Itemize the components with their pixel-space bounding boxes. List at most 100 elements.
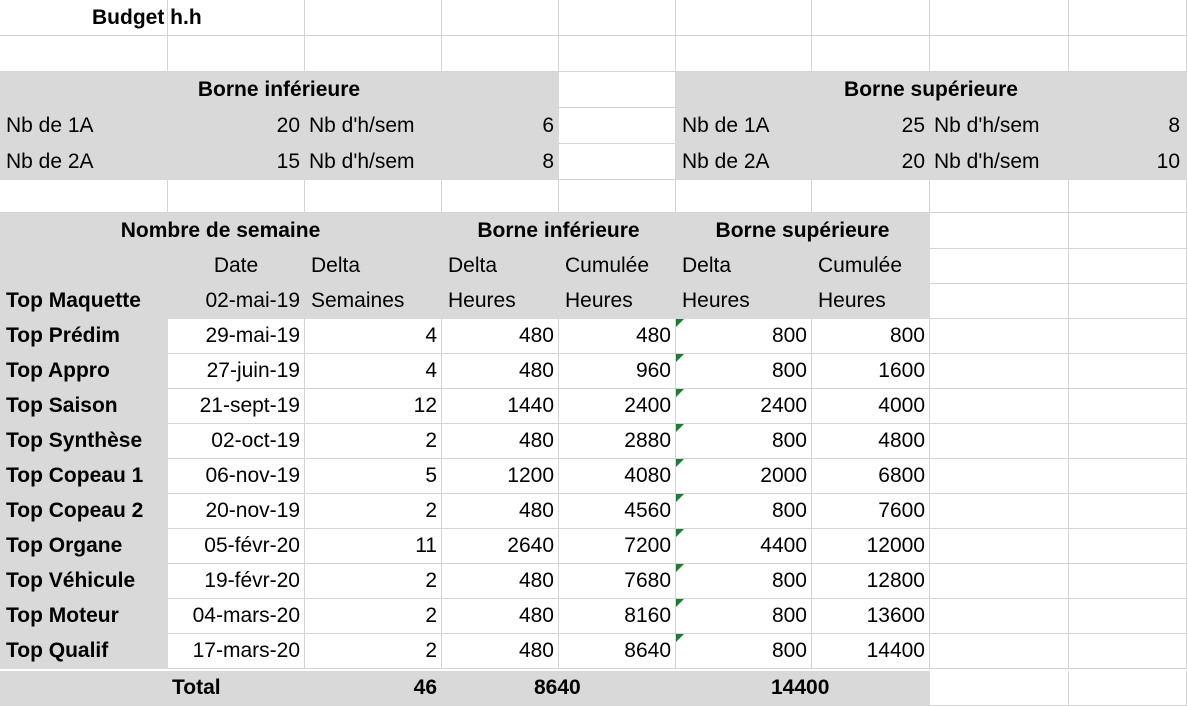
empty-cell[interactable] [812, 0, 930, 36]
empty-cell[interactable] [930, 213, 1069, 249]
table-cell[interactable]: 11 [305, 529, 442, 564]
empty-cell[interactable] [930, 284, 1069, 319]
empty-cell[interactable] [442, 36, 559, 72]
table-cell[interactable]: 800 [676, 354, 812, 389]
sub-header-2[interactable]: Delta [305, 249, 442, 284]
sub-header-6[interactable]: Cumulée [812, 249, 930, 284]
row-label[interactable]: Top Organe [0, 529, 168, 564]
table-cell[interactable]: 480 [442, 634, 559, 669]
empty-cell[interactable] [1069, 354, 1187, 389]
empty-cell[interactable] [930, 529, 1069, 564]
empty-cell[interactable] [1069, 180, 1187, 213]
table-cell[interactable]: 480 [442, 424, 559, 459]
sub-unit-5[interactable]: Heures [676, 284, 812, 319]
empty-cell[interactable] [0, 36, 168, 72]
empty-cell[interactable] [442, 0, 559, 36]
lower-hlabel-1a[interactable]: Nb d'h/sem [305, 108, 442, 144]
sub-header-5[interactable]: Delta [676, 249, 812, 284]
lower-n-1a[interactable]: 20 [168, 108, 305, 144]
upper-h-2a[interactable]: 10 [1069, 144, 1187, 180]
empty-cell[interactable] [676, 36, 812, 72]
table-cell[interactable]: 12000 [812, 529, 930, 564]
total-label[interactable]: Total [0, 671, 305, 706]
table-cell[interactable]: 2 [305, 494, 442, 529]
empty-cell[interactable] [1069, 494, 1187, 529]
table-cell[interactable]: 800 [676, 564, 812, 599]
table-cell[interactable]: 2400 [559, 389, 676, 424]
empty-cell[interactable] [1069, 213, 1187, 249]
table-cell[interactable]: 2 [305, 564, 442, 599]
table-cell[interactable]: 480 [442, 599, 559, 634]
empty-cell[interactable] [1069, 671, 1187, 706]
sub-unit-3[interactable]: Heures [442, 284, 559, 319]
row-label[interactable]: Top Appro [0, 354, 168, 389]
table-cell[interactable]: 8640 [559, 634, 676, 669]
table-cell[interactable]: 480 [442, 354, 559, 389]
empty-cell[interactable] [930, 424, 1069, 459]
row-label[interactable]: Top Copeau 1 [0, 459, 168, 494]
table-cell[interactable]: 4000 [812, 389, 930, 424]
sub-header-1[interactable]: Date [168, 249, 305, 284]
empty-cell[interactable] [930, 599, 1069, 634]
table-cell[interactable]: 7680 [559, 564, 676, 599]
sub-unit-1[interactable]: 02-mai-19 [168, 284, 305, 319]
table-cell[interactable]: 800 [676, 494, 812, 529]
row-label[interactable]: Top Moteur [0, 599, 168, 634]
lower-hlabel-2a[interactable]: Nb d'h/sem [305, 144, 442, 180]
table-cell[interactable]: 4400 [676, 529, 812, 564]
table-cell[interactable]: 480 [442, 494, 559, 529]
table-cell[interactable]: 1200 [442, 459, 559, 494]
upper-bound-header[interactable]: Borne supérieure [676, 72, 1187, 108]
upper-hlabel-1a[interactable]: Nb d'h/sem [930, 108, 1069, 144]
table-cell[interactable]: 2000 [676, 459, 812, 494]
table-cell[interactable]: 800 [676, 319, 812, 354]
empty-cell[interactable] [559, 108, 676, 144]
table-cell[interactable]: 1600 [812, 354, 930, 389]
empty-cell[interactable] [930, 319, 1069, 354]
table-cell[interactable]: 800 [676, 634, 812, 669]
table-cell[interactable]: 480 [559, 319, 676, 354]
table-cell[interactable]: 5 [305, 459, 442, 494]
table-cell[interactable]: 4560 [559, 494, 676, 529]
table-cell[interactable]: 480 [442, 564, 559, 599]
table-cell[interactable]: 21-sept-19 [168, 389, 305, 424]
table-cell[interactable]: 29-mai-19 [168, 319, 305, 354]
empty-cell[interactable] [1069, 319, 1187, 354]
empty-cell[interactable] [168, 0, 305, 36]
sub-unit-2[interactable]: Semaines [305, 284, 442, 319]
empty-cell[interactable] [930, 249, 1069, 284]
empty-cell[interactable] [1069, 0, 1187, 36]
table-cell[interactable]: 7600 [812, 494, 930, 529]
table-cell[interactable]: 960 [559, 354, 676, 389]
empty-cell[interactable] [930, 180, 1069, 213]
table-cell[interactable]: 2640 [442, 529, 559, 564]
table-cell[interactable]: 12800 [812, 564, 930, 599]
empty-cell[interactable] [1069, 389, 1187, 424]
empty-cell[interactable] [676, 180, 812, 213]
empty-cell[interactable] [930, 0, 1069, 36]
table-cell[interactable]: 2 [305, 424, 442, 459]
empty-cell[interactable] [559, 0, 676, 36]
empty-cell[interactable] [1069, 424, 1187, 459]
empty-cell[interactable] [1069, 459, 1187, 494]
table-cell[interactable]: 04-mars-20 [168, 599, 305, 634]
table-cell[interactable]: 1440 [442, 389, 559, 424]
upper-n-1a[interactable]: 25 [812, 108, 930, 144]
table-cell[interactable]: 6800 [812, 459, 930, 494]
lower-h-1a[interactable]: 6 [442, 108, 559, 144]
table-cell[interactable]: 4080 [559, 459, 676, 494]
lower-label-1a[interactable]: Nb de 1A [0, 108, 168, 144]
empty-cell[interactable] [1069, 634, 1187, 669]
table-cell[interactable]: 19-févr-20 [168, 564, 305, 599]
table-cell[interactable]: 4 [305, 354, 442, 389]
row-label[interactable]: Top Véhicule [0, 564, 168, 599]
table-cell[interactable]: 4800 [812, 424, 930, 459]
empty-cell[interactable] [442, 180, 559, 213]
table-cell[interactable]: 2 [305, 599, 442, 634]
lower-n-2a[interactable]: 15 [168, 144, 305, 180]
table-cell[interactable]: 800 [812, 319, 930, 354]
empty-cell[interactable] [1069, 564, 1187, 599]
empty-cell[interactable] [930, 459, 1069, 494]
table-cell[interactable]: 480 [442, 319, 559, 354]
empty-cell[interactable] [0, 180, 168, 213]
